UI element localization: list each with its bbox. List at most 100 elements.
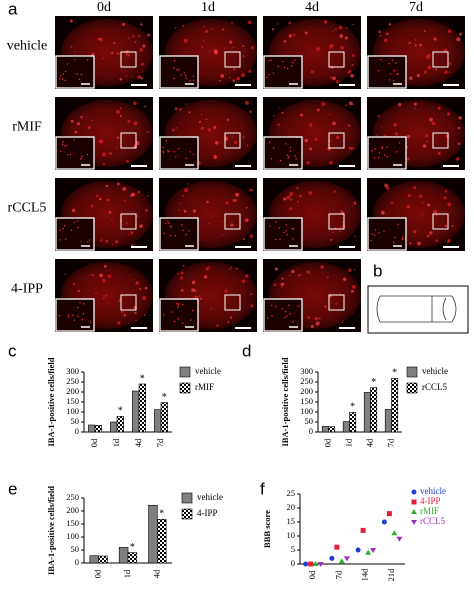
fluorescence-speck	[283, 197, 287, 201]
panel-b: b	[367, 261, 469, 334]
bar	[127, 552, 138, 564]
inset-speck	[272, 72, 275, 74]
roi-box	[120, 213, 137, 230]
fluorescence-speck	[324, 305, 327, 308]
row-label: 4-IPP	[11, 282, 43, 297]
fluorescence-speck	[233, 140, 238, 145]
x-tick-label: 0d	[307, 570, 317, 579]
inset-speck	[386, 155, 388, 158]
y-axis-label: IBA-1-positive cells/field	[46, 486, 56, 575]
fluorescence-speck	[348, 268, 352, 272]
inset-speck	[176, 69, 178, 71]
inset-speck	[66, 63, 69, 65]
inset-speck	[378, 232, 380, 234]
fluorescence-speck	[329, 161, 333, 165]
fluorescence-speck	[306, 160, 310, 165]
inset-speck	[398, 142, 401, 144]
y-tick-label: 150	[300, 396, 313, 406]
fluorescence-speck	[135, 319, 137, 322]
inset-speck	[284, 316, 286, 319]
fluorescence-speck	[123, 199, 126, 202]
fluorescence-speck	[175, 127, 178, 129]
micrograph	[55, 178, 153, 251]
inset-speck	[162, 146, 164, 149]
inset-speck	[59, 239, 61, 241]
inset-speck	[392, 79, 395, 82]
fluorescence-speck	[207, 128, 212, 132]
fluorescence-speck	[433, 209, 438, 214]
inset-speck	[173, 60, 176, 62]
fluorescence-speck	[184, 188, 189, 193]
inset-speck	[275, 221, 277, 223]
dot	[334, 544, 340, 550]
inset-speck	[163, 232, 165, 235]
roi-box	[328, 294, 345, 311]
fluorescence-speck	[426, 203, 430, 207]
inset-speck	[371, 233, 373, 236]
fluorescence-speck	[447, 239, 451, 242]
inset-speck	[291, 62, 294, 64]
fluorescence-speck	[201, 113, 203, 115]
fluorescence-speck	[332, 76, 336, 80]
fluorescence-speck	[351, 289, 354, 293]
fluorescence-speck	[330, 238, 333, 241]
bar	[148, 504, 158, 564]
fluorescence-speck	[113, 42, 116, 45]
legend-swatch	[406, 366, 418, 378]
inset-speck	[289, 150, 291, 152]
fluorescence-speck	[102, 162, 106, 166]
fluorescence-speck	[210, 307, 212, 310]
micrograph	[159, 259, 257, 332]
inset-speck	[177, 304, 179, 307]
fluorescence-speck	[114, 240, 119, 244]
inset-speck	[283, 66, 286, 69]
fluorescence-speck	[108, 303, 110, 305]
fluorescence-speck	[321, 102, 326, 106]
fluorescence-speck	[102, 297, 105, 300]
fluorescence-speck	[186, 183, 189, 185]
fluorescence-speck	[422, 201, 425, 204]
fluorescence-speck	[378, 30, 382, 34]
fluorescence-speck	[250, 304, 254, 308]
fluorescence-speck	[142, 44, 146, 48]
fluorescence-speck	[182, 24, 185, 27]
fluorescence-speck	[87, 125, 91, 130]
legend-label: rMIF	[420, 506, 439, 516]
inset-speck	[82, 303, 85, 305]
fluorescence-speck	[273, 114, 275, 117]
fluorescence-speck	[112, 244, 114, 246]
inset	[159, 217, 199, 251]
inset-speck	[79, 301, 81, 304]
fluorescence-speck	[249, 110, 252, 113]
fluorescence-speck	[339, 230, 341, 233]
dot	[308, 561, 314, 567]
fluorescence-speck	[247, 20, 252, 25]
inset-speck	[66, 144, 68, 147]
inset-speck	[397, 223, 399, 226]
inset-speck	[88, 239, 91, 241]
inset-speck	[402, 236, 404, 238]
bar	[391, 378, 399, 433]
fluorescence-speck	[213, 126, 217, 129]
fluorescence-speck	[183, 209, 187, 213]
fluorescence-speck	[223, 47, 226, 49]
fluorescence-speck	[297, 268, 299, 271]
panel-label: a	[8, 0, 18, 18]
fluorescence-speck	[180, 271, 184, 275]
inset-speck	[388, 63, 390, 65]
fluorescence-speck	[137, 190, 141, 194]
fluorescence-speck	[174, 107, 178, 111]
inset-speck	[62, 144, 64, 146]
inset-speck	[288, 304, 290, 306]
fluorescence-speck	[110, 51, 114, 55]
inset-speck	[275, 305, 277, 308]
fluorescence-speck	[296, 187, 299, 190]
y-tick-label: 100	[66, 406, 79, 416]
column-label: 1d	[201, 0, 215, 15]
fluorescence-speck	[90, 119, 93, 121]
y-tick-label: 0	[75, 557, 79, 567]
fluorescence-speck	[225, 201, 229, 205]
x-tick-label: 0d	[322, 438, 332, 447]
fluorescence-speck	[108, 210, 112, 214]
fluorescence-speck	[242, 238, 245, 241]
